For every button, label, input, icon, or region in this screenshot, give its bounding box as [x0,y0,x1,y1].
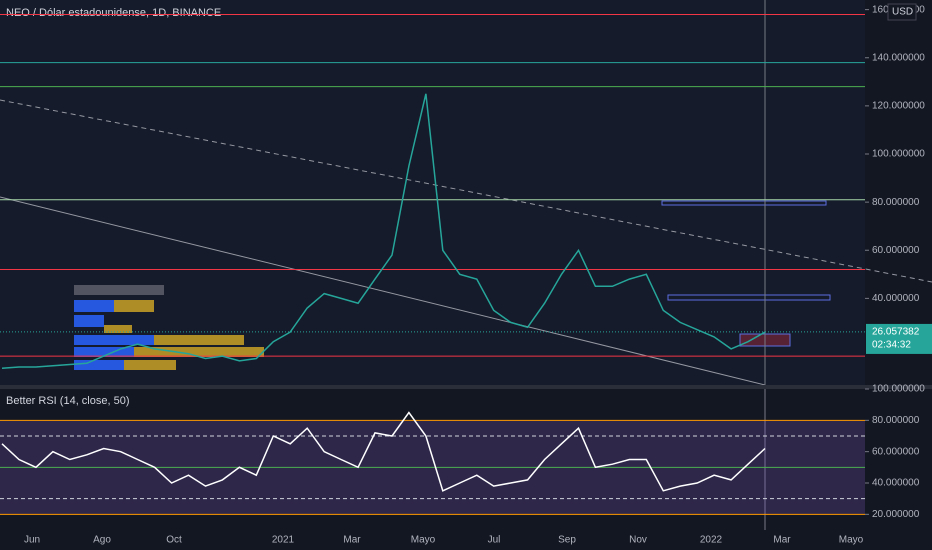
y-tick-label: 100.000000 [872,384,925,395]
y-tick-label: 80.000000 [872,197,920,208]
x-tick-label: 2021 [272,535,295,546]
last-price: 26.057382 [872,327,920,338]
x-tick-label: Mayo [839,535,864,546]
x-tick-label: Mar [773,535,791,546]
x-tick-label: 2022 [700,535,723,546]
series-line [1,411,766,492]
x-tick-label: Jun [24,535,40,546]
x-tick-label: Nov [629,535,647,546]
x-tick-label: Mayo [411,535,436,546]
volume-profile [74,285,264,370]
trend-line [0,196,766,386]
y-tick-label: 60.000000 [872,245,920,256]
y-tick-label: 60.000000 [872,446,920,457]
series-line [1,93,766,369]
zone [667,294,831,301]
countdown: 02:34:32 [872,340,911,351]
y-tick-label: 100.000000 [872,149,925,160]
y-tick-label: 120.000000 [872,101,925,112]
currency: USD [892,7,913,18]
y-tick-label: 40.000000 [872,293,920,304]
indicator-title: Better RSI (14, close, 50) [6,395,130,407]
x-tick-label: Jul [488,535,501,546]
price-badge [866,323,932,354]
x-tick-label: Ago [93,535,111,546]
y-tick-label: 80.000000 [872,415,920,426]
x-tick-label: Mar [343,535,361,546]
y-tick-label: 20.000000 [872,509,920,520]
chart-title: NEO / Dólar estadounidense, 1D, BINANCE [6,7,221,19]
y-tick-label: 40.000000 [872,478,920,489]
x-tick-label: Sep [558,535,576,546]
y-tick-label: 140.000000 [872,52,925,63]
x-tick-label: Oct [166,535,182,546]
zone [661,200,827,206]
currency-badge [887,3,917,21]
price-pane [0,0,865,385]
pane-divider [0,385,932,389]
